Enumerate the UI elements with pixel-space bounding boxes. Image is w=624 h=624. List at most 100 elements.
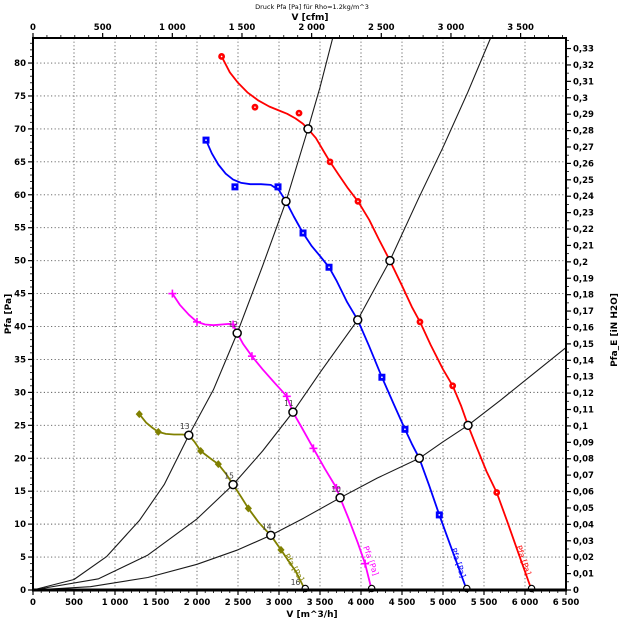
x-axis-bottom-label: V [m^3/h] [286, 610, 337, 620]
tick-label-right: 0,32 [573, 61, 594, 71]
tick-label-left: 0 [20, 586, 26, 596]
system-curve-2 [32, 37, 492, 591]
tick-label-right: 0,25 [573, 176, 594, 186]
grid [33, 38, 566, 590]
tick-label-right: 0,12 [573, 389, 594, 399]
tick-label-top: 1 000 [159, 23, 186, 33]
tick-label-left: 75 [14, 92, 26, 102]
operating-point-number: 14 [262, 522, 272, 531]
axes-frame: 0 500 1 000 1 500 2 000 2 500 3 000 3 500 4 000 4… [14, 23, 594, 608]
operating-point [281, 196, 291, 207]
operating-point-number: 13 [180, 422, 190, 431]
operating-point [414, 453, 425, 464]
tick-label-bottom: 1 000 [102, 598, 129, 608]
tick-label-right: 0,2 [573, 258, 588, 268]
tick-label-left: 20 [14, 454, 26, 464]
tick-label-right: 0,22 [573, 225, 594, 235]
curve-markers [135, 53, 501, 568]
tick-label-left: 5 [20, 553, 26, 563]
tick-label-left: 60 [14, 191, 26, 201]
tick-label-right: 0,1 [573, 422, 588, 432]
tick-label-bottom: 3 000 [266, 598, 293, 608]
tick-label-bottom: 0 [30, 598, 36, 608]
tick-label-bottom: 2 000 [184, 598, 211, 608]
tick-label-right: 0,03 [573, 537, 594, 547]
tick-label-right: 0,02 [573, 553, 594, 563]
fan-curve-4 [220, 55, 533, 591]
tick-label-left: 50 [14, 257, 26, 267]
tick-label-right: 0,21 [573, 241, 594, 251]
tick-label-right: 0,05 [573, 504, 594, 514]
tick-label-right: 0,08 [573, 455, 594, 465]
operating-point [232, 328, 242, 338]
tick-label-right: 0,06 [573, 488, 594, 498]
y-axis-right-label: Pfa_E [iN H2O] [610, 293, 620, 367]
tick-label-bottom: 5 000 [430, 598, 457, 608]
tick-label-left: 10 [14, 520, 26, 530]
tick-label-left: 40 [14, 323, 26, 333]
tick-label-right: 0,15 [573, 340, 594, 350]
tick-label-bottom: 3 500 [307, 598, 334, 608]
operating-point-number: 10 [331, 485, 341, 494]
tick-label-right: 0,14 [573, 356, 594, 366]
tick-label-right: 0 [573, 586, 579, 596]
fan-curve-2 [171, 292, 373, 591]
tick-label-right: 0,18 [573, 291, 594, 301]
operating-point [335, 493, 345, 503]
tick-label-left: 65 [14, 158, 26, 168]
curve-label: Pfa [Pa] [514, 544, 533, 576]
tick-label-bottom: 2 500 [225, 598, 252, 608]
tick-label-right: 0,13 [573, 373, 594, 383]
tick-label-bottom: 5 500 [471, 598, 498, 608]
tick-label-bottom: 4 000 [348, 598, 375, 608]
tick-label-right: 0,19 [573, 274, 594, 284]
tick-label-right: 0,24 [573, 192, 594, 202]
tick-label-left: 35 [14, 355, 26, 365]
tick-label-right: 0,16 [573, 323, 594, 333]
x-axis-top-label: V [cfm] [292, 13, 329, 23]
tick-label-bottom: 500 [65, 598, 83, 608]
tick-label-top: 0 [30, 23, 36, 33]
tick-label-top: 2 000 [298, 23, 325, 33]
tick-label-bottom: 1 500 [143, 598, 170, 608]
tick-label-right: 0,17 [573, 307, 594, 317]
tick-label-top: 2 500 [368, 23, 395, 33]
tick-label-bottom: 6 000 [512, 598, 539, 608]
tick-label-top: 3 500 [507, 23, 534, 33]
fan-curve-1 [138, 413, 307, 591]
operating-point-number: 12 [228, 320, 238, 329]
tick-label-right: 0,33 [573, 45, 594, 55]
operating-point [385, 255, 395, 266]
operating-point [266, 530, 276, 541]
system-curve-1 [32, 37, 334, 591]
tick-label-left: 15 [14, 487, 26, 497]
tick-label-right: 0,28 [573, 127, 594, 137]
tick-label-left: 25 [14, 421, 26, 431]
tick-label-top: 3 000 [438, 23, 465, 33]
tick-label-top: 500 [94, 23, 112, 33]
tick-label-right: 0,07 [573, 471, 594, 481]
tick-label-right: 0,3 [573, 94, 588, 104]
fan-curve-3 [205, 139, 468, 591]
operating-point [303, 124, 313, 134]
tick-label-bottom: 6 500 [553, 598, 580, 608]
tick-label-right: 0,01 [573, 570, 594, 580]
tick-label-right: 0,09 [573, 438, 594, 448]
operating-points: 12 11 10 13 15 14 16 [180, 124, 473, 587]
operating-point-number: 11 [284, 399, 294, 408]
tick-label-left: 45 [14, 290, 26, 300]
tick-label-left: 70 [14, 125, 26, 135]
operating-point [184, 430, 194, 440]
tick-label-right: 0,31 [573, 77, 594, 87]
y-axis-left-label: Pfa [Pa] [4, 294, 14, 334]
operating-point-number: 16 [291, 578, 301, 587]
tick-label-right: 0,11 [573, 406, 594, 416]
tick-label-right: 0,27 [573, 143, 594, 153]
tick-label-right: 0,26 [573, 159, 594, 169]
operating-point-number: 15 [224, 472, 234, 481]
curve-label: Pfa [Pa] [449, 547, 468, 579]
fan-curves [138, 55, 533, 591]
tick-label-right: 0,23 [573, 209, 594, 219]
